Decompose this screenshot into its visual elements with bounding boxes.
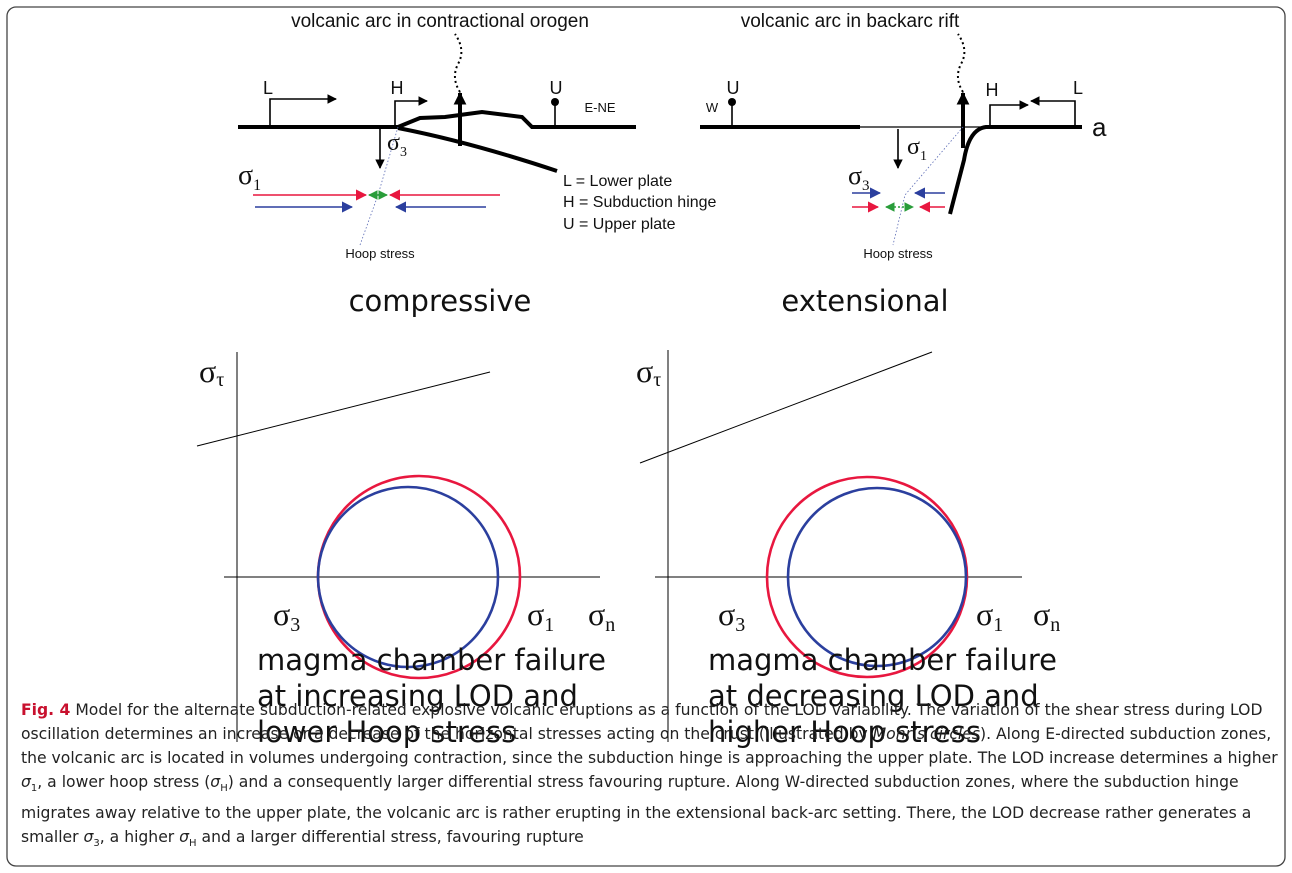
subscript: 3 bbox=[93, 838, 100, 850]
symbol: σ bbox=[273, 596, 290, 632]
symbol: σ bbox=[527, 596, 544, 632]
subscript: 3 bbox=[735, 614, 745, 636]
symbol: σ bbox=[387, 130, 400, 156]
failure-envelope bbox=[196, 371, 491, 447]
legend-entry: H = Subduction hinge bbox=[563, 194, 717, 211]
caption-label: Fig. 4 bbox=[21, 701, 71, 719]
diagram-caption: at decreasing LOD and bbox=[708, 679, 1039, 713]
eruption-plume bbox=[957, 33, 966, 93]
hoop-guide bbox=[892, 126, 964, 246]
symbol: σ bbox=[179, 828, 190, 847]
diagram-caption: magma chamber failure bbox=[708, 643, 1057, 677]
slab bbox=[948, 125, 1082, 215]
symbol: σ bbox=[976, 596, 993, 632]
upper-plate bbox=[397, 109, 636, 129]
subscript: 1 bbox=[544, 614, 554, 636]
symbol: σ bbox=[907, 134, 920, 160]
symbol: σ bbox=[210, 773, 221, 791]
subscript: 3 bbox=[400, 145, 407, 160]
figure-border bbox=[6, 6, 1286, 867]
sigma3-label: σ3 bbox=[718, 596, 745, 636]
diagram-caption: lower Hoop stress bbox=[257, 715, 516, 749]
eruption-plume bbox=[454, 33, 463, 93]
symbol: σ bbox=[718, 596, 735, 632]
regime-label: compressive bbox=[349, 284, 532, 318]
symbol: σ bbox=[21, 773, 31, 791]
legend-entry: L = Lower plate bbox=[563, 173, 672, 190]
lower-plate-arrow bbox=[1030, 96, 1076, 127]
axis-label: στ bbox=[636, 353, 661, 391]
symbol: σ bbox=[83, 828, 94, 847]
subscript: 1 bbox=[920, 149, 927, 164]
label-h: H bbox=[391, 78, 404, 98]
label-l: L bbox=[1073, 78, 1083, 98]
diagram-caption: magma chamber failure bbox=[257, 643, 606, 677]
sigma3-label: σ3 bbox=[848, 161, 870, 194]
diagram-caption: higher Hoop stress bbox=[708, 715, 981, 749]
subscript: H bbox=[220, 783, 228, 795]
caption-text: ) and a consequently larger differential… bbox=[21, 773, 1252, 847]
label-u: U bbox=[727, 78, 740, 98]
subscript: 1 bbox=[30, 783, 38, 795]
sigma1-label: σ1 bbox=[907, 134, 927, 164]
sigma1-label: σ1 bbox=[976, 596, 1003, 636]
sigma1-label: σ1 bbox=[238, 160, 261, 194]
caption-text: ). Along E-directed subduction zones, th… bbox=[21, 725, 1278, 767]
hinge-arrow bbox=[989, 100, 1029, 127]
hoop-label: Hoop stress bbox=[345, 246, 415, 261]
pin-head bbox=[728, 98, 736, 106]
panel-title: volcanic arc in contractional orogen bbox=[291, 11, 589, 32]
hinge-arrow bbox=[394, 96, 428, 127]
subscript: τ bbox=[216, 369, 224, 391]
label-direction: E-NE bbox=[584, 100, 615, 115]
legend-entry: U = Upper plate bbox=[563, 216, 676, 233]
sigma3-label: σ3 bbox=[273, 596, 300, 636]
lower-plate-arrow bbox=[269, 94, 337, 128]
panel-title: volcanic arc in backarc rift bbox=[741, 11, 960, 32]
symbol: σ bbox=[588, 596, 605, 632]
subscript: 1 bbox=[993, 614, 1003, 636]
failure-envelope bbox=[639, 351, 933, 464]
axis-label: σn bbox=[1033, 596, 1060, 636]
mohr-circle bbox=[786, 486, 968, 668]
symbol: σ bbox=[636, 353, 653, 389]
subscript: 3 bbox=[862, 178, 870, 194]
subscript: τ bbox=[653, 369, 661, 391]
panel-letter: a bbox=[1092, 112, 1107, 142]
axis-label: στ bbox=[199, 353, 224, 391]
figure-caption: Fig. 4 Model for the alternate subductio… bbox=[21, 698, 1279, 856]
label-h: H bbox=[986, 80, 999, 100]
pin-head bbox=[551, 98, 559, 106]
diagram-caption: at increasing LOD and bbox=[257, 679, 578, 713]
symbol: σ bbox=[848, 161, 862, 190]
sigma1-label: σ1 bbox=[527, 596, 554, 636]
axis-label: σn bbox=[588, 596, 615, 636]
subscript: n bbox=[1050, 614, 1060, 636]
subscript: H bbox=[189, 838, 197, 850]
subscript: 1 bbox=[253, 177, 261, 194]
subscript: n bbox=[605, 614, 615, 636]
label-l: L bbox=[263, 78, 273, 98]
hoop-label: Hoop stress bbox=[863, 246, 933, 261]
regime-label: extensional bbox=[781, 284, 948, 318]
label-w: W bbox=[706, 100, 719, 115]
symbol: σ bbox=[199, 353, 216, 389]
caption-text: Model for the alternate subduction-relat… bbox=[21, 701, 1263, 743]
sigma3-label: σ3 bbox=[387, 130, 407, 160]
label-u: U bbox=[550, 78, 563, 98]
symbol: σ bbox=[238, 160, 253, 191]
subscript: 3 bbox=[290, 614, 300, 636]
caption-text: and a larger differential stress, favour… bbox=[196, 828, 584, 847]
caption-text: , a lower hoop stress ( bbox=[37, 773, 211, 791]
slab bbox=[397, 126, 558, 173]
caption-text: Mohr’s circles bbox=[872, 725, 980, 743]
mohr-circle bbox=[316, 485, 500, 669]
caption-text: , a higher bbox=[99, 828, 180, 847]
symbol: σ bbox=[1033, 596, 1050, 632]
